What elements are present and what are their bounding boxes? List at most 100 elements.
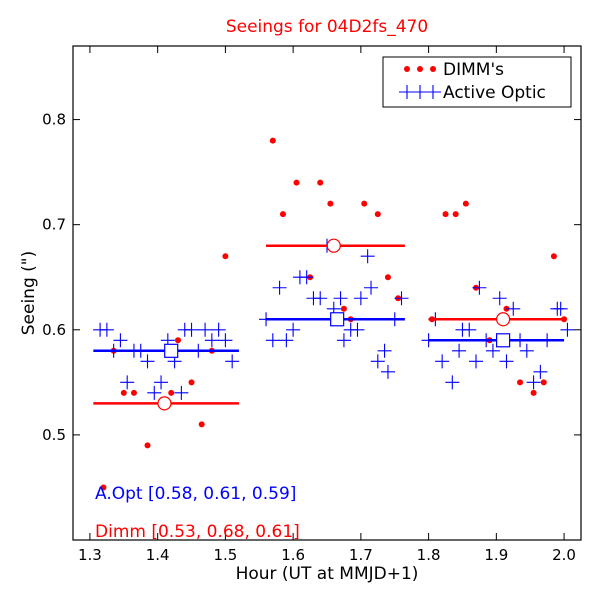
ao-point xyxy=(462,322,477,337)
ao-point xyxy=(377,343,392,358)
ao-point xyxy=(154,375,169,390)
legend-dimm-dot xyxy=(417,66,423,72)
x-tick-label: 1.7 xyxy=(349,546,373,564)
dimm-point xyxy=(442,211,449,218)
ao-point xyxy=(560,322,575,337)
dimm-mean-marker xyxy=(326,238,341,253)
ao-point xyxy=(472,280,487,295)
x-tick-label: 1.9 xyxy=(484,546,508,564)
x-tick-label: 1.3 xyxy=(78,546,102,564)
legend-ao-label: Active Optic xyxy=(443,83,546,103)
ao-point xyxy=(533,364,548,379)
x-axis-label: Hour (UT at MMJD+1) xyxy=(236,564,419,584)
dimm-summary-annotation: Dimm [0.53, 0.68, 0.61] xyxy=(95,522,300,542)
ao-point xyxy=(204,333,219,348)
dimm-point xyxy=(530,389,537,396)
dimm-point xyxy=(374,211,381,218)
ao-point xyxy=(364,280,379,295)
dimm-point xyxy=(340,305,347,312)
ao-point xyxy=(370,354,385,369)
legend-dimm-label: DIMM's xyxy=(443,60,504,80)
x-axis-ticks: 1.3 1.4 1.5 1.6 1.7 1.8 1.9 2.0 xyxy=(78,46,576,564)
ao-point xyxy=(333,291,348,306)
dimm-point xyxy=(198,421,205,428)
ao-point xyxy=(485,343,500,358)
y-tick-label: 0.5 xyxy=(42,426,66,444)
dimm-point xyxy=(293,179,300,186)
dimm-point xyxy=(550,253,557,260)
dimm-point xyxy=(100,484,107,491)
x-tick-label: 1.4 xyxy=(146,546,170,564)
dimm-point xyxy=(222,253,229,260)
ao-point xyxy=(380,364,395,379)
ao-point xyxy=(265,333,280,348)
y-tick-label: 0.7 xyxy=(42,216,66,234)
dimm-point xyxy=(144,442,151,449)
ao-point xyxy=(174,385,189,400)
dimm-mean-marker xyxy=(157,396,172,411)
y-tick-label: 0.8 xyxy=(42,111,66,129)
ao-point xyxy=(360,249,375,264)
dimm-point xyxy=(168,389,175,396)
ao-point xyxy=(211,322,226,337)
ao-point xyxy=(499,354,514,369)
ao-point xyxy=(350,322,365,337)
ao-point xyxy=(113,333,128,348)
dimm-point xyxy=(317,179,324,186)
mean-lines xyxy=(93,238,565,411)
ao-point xyxy=(445,375,460,390)
x-tick-label: 1.8 xyxy=(417,546,441,564)
ao-point xyxy=(225,354,240,369)
legend-dimm-marker xyxy=(404,66,436,72)
ao-point xyxy=(506,301,521,316)
chart-title: Seeings for 04D2fs_470 xyxy=(226,17,428,37)
ao-point xyxy=(553,301,568,316)
ao-point xyxy=(313,291,328,306)
y-axis-ticks: 0.5 0.6 0.7 0.8 xyxy=(42,111,581,444)
legend: DIMM's Active Optic xyxy=(382,56,572,108)
ao-mean-marker xyxy=(330,312,345,327)
ao-point xyxy=(218,333,233,348)
legend-dimm-dot xyxy=(404,66,410,72)
dimm-point xyxy=(384,274,391,281)
dimm-point xyxy=(269,137,276,144)
ao-point xyxy=(198,322,213,337)
dimm-point xyxy=(361,200,368,207)
ao-point xyxy=(336,333,351,348)
ao-point xyxy=(452,343,467,358)
ao-point xyxy=(469,354,484,369)
y-tick-label: 0.6 xyxy=(42,321,66,339)
ao-point xyxy=(272,280,287,295)
ao-point xyxy=(286,322,301,337)
plot-area-frame xyxy=(72,45,582,541)
ao-mean-marker xyxy=(496,333,511,348)
ao-summary-annotation: A.Opt [0.58, 0.61, 0.59] xyxy=(95,484,296,504)
legend-dimm-dot xyxy=(430,66,436,72)
dimm-point xyxy=(517,379,524,386)
ao-point xyxy=(353,291,368,306)
ao-point xyxy=(526,375,541,390)
ao-point xyxy=(492,291,507,306)
x-tick-label: 1.5 xyxy=(213,546,237,564)
dimm-point xyxy=(279,211,286,218)
dimm-point xyxy=(188,379,195,386)
ao-point xyxy=(140,354,155,369)
dimm-point xyxy=(452,211,459,218)
ao-point xyxy=(435,354,450,369)
ao-point xyxy=(394,291,409,306)
ao-point xyxy=(519,343,534,358)
legend-box xyxy=(382,56,572,108)
ao-point xyxy=(120,375,135,390)
x-tick-label: 2.0 xyxy=(552,546,576,564)
dimm-point xyxy=(462,200,469,207)
dimm-point xyxy=(174,337,181,344)
ao-mean-marker xyxy=(164,343,179,358)
ao-point xyxy=(184,322,199,337)
ao-point xyxy=(99,322,114,337)
dimm-point xyxy=(327,200,334,207)
ao-point xyxy=(147,385,162,400)
legend-ao-marker xyxy=(399,85,441,99)
dimm-mean-marker xyxy=(496,312,511,327)
ao-point xyxy=(299,270,314,285)
